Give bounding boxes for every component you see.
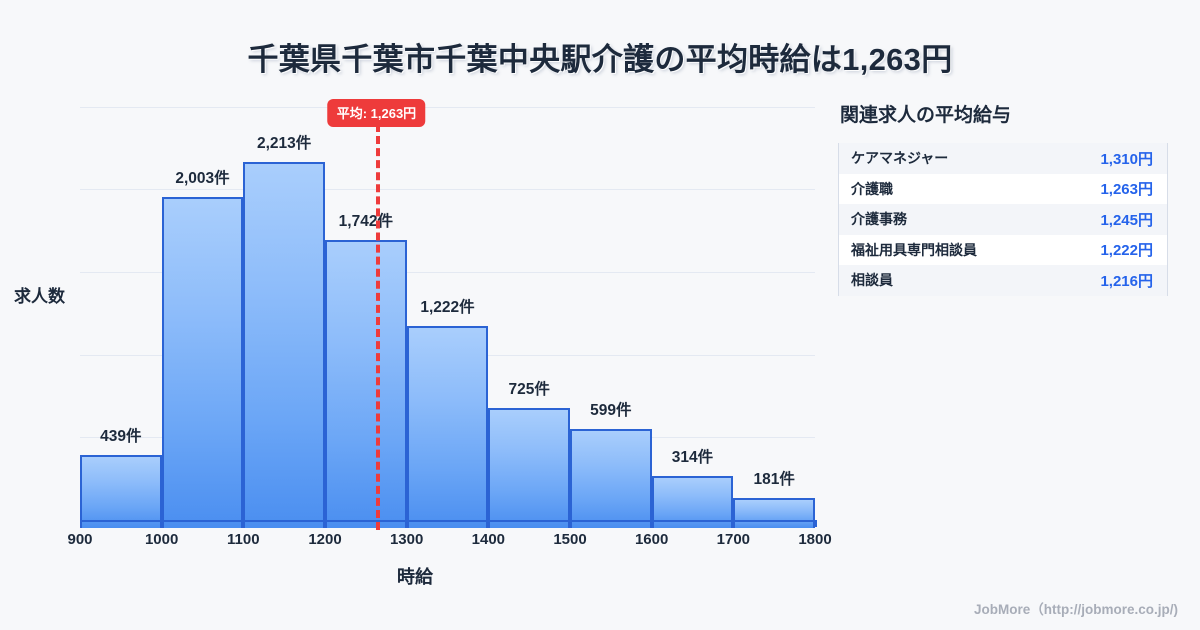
histogram-chart: 求人数 439件 2,003件 2,213件 1,742件 1,222件 725件 599件… <box>0 90 832 600</box>
bar-value-label: 181件 <box>753 471 795 489</box>
salary-job-name: 介護事務 <box>851 211 907 228</box>
related-salary-panel: 関連求人の平均給与 ケアマネジャー 1,310円介護職 1,263円介護事務 1,24… <box>838 100 1168 296</box>
x-tick-label: 1100 <box>227 531 260 548</box>
x-tick-label: 1400 <box>471 531 506 548</box>
x-tick-mark <box>80 520 82 527</box>
x-tick-label: 1800 <box>798 531 832 548</box>
bar-value-label: 1,222件 <box>420 298 475 316</box>
x-axis-title: 時給 <box>397 567 433 587</box>
gridline <box>80 106 815 108</box>
x-tick-label: 1600 <box>634 531 669 548</box>
salary-amount: 1,245円 <box>1100 211 1153 229</box>
salary-job-name: 福祉用具専門相談員 <box>851 241 977 258</box>
salary-amount: 1,263円 <box>1100 181 1153 199</box>
y-axis-title: 求人数 <box>14 287 65 306</box>
x-tick-mark <box>815 520 817 527</box>
x-tick-label: 1500 <box>553 531 587 548</box>
x-tick-mark <box>488 520 491 527</box>
gridline <box>80 189 815 191</box>
bar-value-label: 2,213件 <box>257 135 312 152</box>
histogram-bar <box>733 498 815 528</box>
x-tick-mark <box>325 520 327 527</box>
salary-table-row: 相談員 1,216円 <box>839 265 1167 296</box>
related-salary-title: 関連求人の平均給与 <box>840 105 1012 126</box>
salary-amount: 1,310円 <box>1100 150 1153 168</box>
bar-value-label: 599件 <box>590 401 632 419</box>
gridline <box>80 271 815 273</box>
histogram-bar <box>80 455 162 528</box>
related-salary-table: ケアマネジャー 1,310円介護職 1,263円介護事務 1,245円福祉用具専門相談… <box>838 143 1168 296</box>
salary-amount: 1,216円 <box>1100 272 1153 290</box>
histogram-bar <box>406 325 489 528</box>
histogram-bar <box>243 162 325 528</box>
salary-table-row: 介護職 1,263円 <box>839 173 1167 204</box>
histogram-bar <box>651 476 734 528</box>
bar-value-label: 314件 <box>671 449 714 467</box>
salary-table-row: ケアマネジャー 1,310円 <box>839 143 1167 174</box>
footer-credit: JobMore（http://jobmore.co.jp/) <box>974 602 1178 617</box>
bar-value-label: 2,003件 <box>175 169 230 187</box>
x-tick-label: 900 <box>67 531 93 548</box>
x-tick-mark <box>406 520 409 527</box>
average-badge: 平均: 1,263円 <box>327 99 426 127</box>
histogram-bar <box>325 239 407 528</box>
plot-area: 439件 2,003件 2,213件 1,742件 1,222件 725件 599件 314件… <box>80 98 815 530</box>
bar-value-label: 1,742件 <box>338 212 393 230</box>
x-tick-mark <box>161 520 164 527</box>
page-title: 千葉県千葉市千葉中央駅介護の平均時給は1,263円 <box>247 42 953 77</box>
salary-job-name: 介護職 <box>851 180 893 197</box>
histogram-bar <box>570 428 652 528</box>
x-tick-mark <box>243 520 246 527</box>
bar-value-label: 439件 <box>100 428 142 446</box>
x-tick-label: 1000 <box>144 531 179 548</box>
histogram-bar <box>161 196 244 528</box>
histogram-bar <box>488 408 570 528</box>
salary-amount: 1,222円 <box>1100 242 1153 260</box>
average-line <box>376 124 381 530</box>
x-tick-label: 1300 <box>389 531 424 548</box>
x-tick-mark <box>570 520 572 527</box>
x-tick-mark <box>733 520 736 527</box>
salary-table-row: 介護事務 1,245円 <box>839 204 1167 235</box>
salary-table-row: 福祉用具専門相談員 1,222円 <box>839 234 1167 265</box>
salary-job-name: 相談員 <box>851 272 893 289</box>
x-tick-label: 1200 <box>308 531 342 548</box>
salary-job-name: ケアマネジャー <box>851 150 949 167</box>
bar-value-label: 725件 <box>508 381 550 399</box>
x-axis-line <box>80 520 817 522</box>
x-tick-label: 1700 <box>716 531 751 548</box>
x-tick-mark <box>651 520 654 527</box>
